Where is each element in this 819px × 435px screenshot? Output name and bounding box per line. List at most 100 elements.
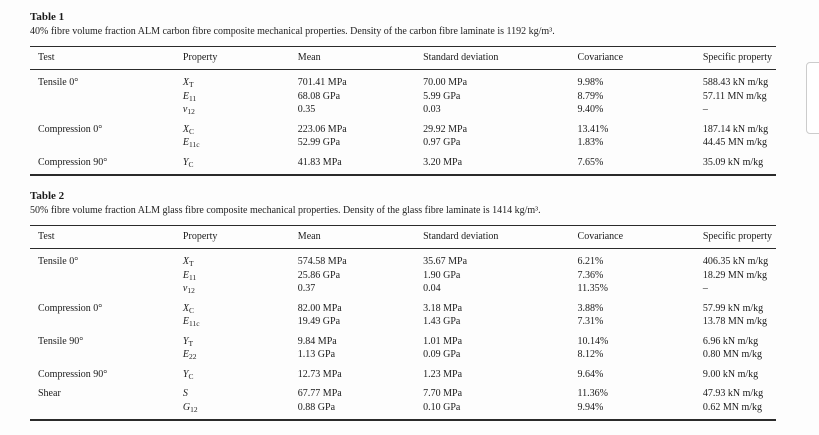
cell-specific-property: 35.09 kN m/kg xyxy=(702,156,764,168)
cell-test xyxy=(30,401,183,421)
cell-mean: 9.84 MPa xyxy=(297,335,337,347)
cell-covariance: 10.14% xyxy=(577,335,609,347)
cell-test: Compression 90° xyxy=(38,156,108,168)
cell-standard-deviation: 35.67 MPa xyxy=(423,256,468,267)
table-row: G12 0.88 GPa 0.10 GPa 9.94% 0.62 MN m/kg xyxy=(30,401,776,421)
table2-label: Table 2 xyxy=(30,190,65,202)
cell-mean: 0.35 xyxy=(297,104,316,115)
cell-standard-deviation: 0.09 GPa xyxy=(423,349,461,360)
cell-standard-deviation: 1.43 GPa xyxy=(423,316,461,327)
adjacent-panel-fragment xyxy=(806,62,819,134)
cell-covariance: 9.98% xyxy=(577,77,604,88)
cell-test: Tensile 0° xyxy=(38,77,79,88)
cell-standard-deviation: 5.99 GPa xyxy=(423,90,461,102)
cell-covariance: 7.36% xyxy=(577,269,604,281)
column-header-mean: Mean xyxy=(297,46,424,70)
table2: Test Property Mean Standard deviation Co… xyxy=(30,225,776,421)
cell-property: E22 xyxy=(182,349,197,361)
cell-covariance: 9.94% xyxy=(577,401,604,413)
cell-specific-property: 6.96 kN m/kg xyxy=(702,335,759,347)
table-row: Compression 0° XC 223.06 MPa 29.92 MPa 13.41… xyxy=(30,117,776,137)
table-header-row: Test Property Mean Standard deviation Co… xyxy=(30,46,776,70)
table-row: Tensile 90° YT 9.84 MPa 1.01 MPa 10.14% 6.96 … xyxy=(30,329,776,349)
table1: Test Property Mean Standard deviation Co… xyxy=(30,46,776,176)
cell-specific-property: 9.00 kN m/kg xyxy=(702,368,759,380)
cell-covariance: 7.31% xyxy=(577,316,604,327)
cell-test: Tensile 0° xyxy=(38,256,79,267)
cell-property: S xyxy=(182,388,188,399)
cell-mean: 67.77 MPa xyxy=(297,388,342,399)
cell-specific-property: 0.80 MN m/kg xyxy=(702,349,763,360)
cell-covariance: 8.12% xyxy=(577,349,604,360)
cell-mean: 68.08 GPa xyxy=(297,90,341,102)
table2-caption: 50% fibre volume fraction ALM glass fibr… xyxy=(30,205,541,216)
cell-test xyxy=(30,348,183,362)
column-header-covariance: Covariance xyxy=(577,225,703,249)
cell-test xyxy=(30,282,183,296)
table1-header: Test Property Mean Standard deviation Co… xyxy=(30,46,776,70)
table-row: ν12 0.37 0.04 11.35% – xyxy=(30,282,776,296)
table2-body: Tensile 0° XT 574.58 MPa 35.67 MPa 6.21% 406.… xyxy=(30,249,776,421)
column-header-standard-deviation: Standard deviation xyxy=(423,225,578,249)
cell-property: E11c xyxy=(182,316,200,328)
cell-specific-property: 0.62 MN m/kg xyxy=(702,401,763,413)
cell-test xyxy=(30,269,183,283)
cell-standard-deviation: 0.10 GPa xyxy=(423,401,461,413)
cell-test xyxy=(30,136,183,150)
table-row: Tensile 0° XT 574.58 MPa 35.67 MPa 6.21% 406.… xyxy=(30,249,776,269)
table-row: Compression 90° YC 12.73 MPa 1.23 MPa 9.64% 9… xyxy=(30,362,776,382)
column-header-specific-property: Specific property xyxy=(702,46,776,70)
cell-covariance: 6.21% xyxy=(577,256,604,267)
cell-property: XT xyxy=(182,77,194,89)
column-header-mean: Mean xyxy=(297,225,424,249)
table2-section: Table 2 50% fibre volume fraction ALM gl… xyxy=(30,190,776,421)
cell-property: YC xyxy=(182,368,194,381)
cell-property: E11 xyxy=(182,269,197,282)
cell-covariance: 11.35% xyxy=(577,283,608,294)
cell-property: XC xyxy=(182,123,195,136)
table1-body: Tensile 0° XT 701.41 MPa 70.00 MPa 9.98% 588.… xyxy=(30,70,776,176)
cell-mean: 0.37 xyxy=(297,283,316,294)
cell-specific-property: – xyxy=(702,104,708,115)
cell-standard-deviation: 0.03 xyxy=(423,104,441,115)
cell-property: ν12 xyxy=(182,283,195,295)
table-row: Tensile 0° XT 701.41 MPa 70.00 MPa 9.98% 588.… xyxy=(30,70,776,90)
table-row: E11 68.08 GPa 5.99 GPa 8.79% 57.11 MN m/kg xyxy=(30,90,776,104)
cell-specific-property: 44.45 MN m/kg xyxy=(702,137,768,148)
table-row: Shear S 67.77 MPa 7.70 MPa 11.36% 47.93 kN m/… xyxy=(30,381,776,401)
cell-test xyxy=(30,90,183,104)
cell-specific-property: 406.35 kN m/kg xyxy=(702,256,769,267)
cell-property: XC xyxy=(182,302,195,315)
cell-mean: 223.06 MPa xyxy=(297,123,347,135)
column-header-covariance: Covariance xyxy=(577,46,703,70)
cell-specific-property: 47.93 kN m/kg xyxy=(702,388,764,399)
table1-caption: 40% fibre volume fraction ALM carbon fib… xyxy=(30,26,555,37)
cell-covariance: 9.64% xyxy=(577,368,604,380)
cell-covariance: 13.41% xyxy=(577,123,609,135)
column-header-property: Property xyxy=(182,225,298,249)
cell-standard-deviation: 3.20 MPa xyxy=(423,156,463,168)
column-header-property: Property xyxy=(182,46,298,70)
cell-standard-deviation: 1.90 GPa xyxy=(423,269,461,281)
cell-test: Compression 0° xyxy=(38,302,103,314)
table-row: E11c 19.49 GPa 1.43 GPa 7.31% 13.78 MN m/kg xyxy=(30,315,776,329)
cell-property: YT xyxy=(182,335,194,348)
cell-property: YC xyxy=(182,156,194,169)
cell-specific-property: 57.11 MN m/kg xyxy=(702,90,767,102)
cell-covariance: 7.65% xyxy=(577,156,604,168)
cell-test: Compression 90° xyxy=(38,368,108,380)
cell-property: XT xyxy=(182,256,194,268)
column-header-test: Test xyxy=(30,46,183,70)
table-row: E11c 52.99 GPa 0.97 GPa 1.83% 44.45 MN m/kg xyxy=(30,136,776,150)
table-row: Compression 0° XC 82.00 MPa 3.18 MPa 3.88% 57… xyxy=(30,296,776,316)
cell-standard-deviation: 0.04 xyxy=(423,283,441,294)
cell-standard-deviation: 29.92 MPa xyxy=(423,123,468,135)
table-row: E22 1.13 GPa 0.09 GPa 8.12% 0.80 MN m/kg xyxy=(30,348,776,362)
table1-section: Table 1 40% fibre volume fraction ALM ca… xyxy=(30,11,776,176)
cell-property: G12 xyxy=(182,401,198,414)
cell-property: E11c xyxy=(182,137,200,149)
table-header-row: Test Property Mean Standard deviation Co… xyxy=(30,225,776,249)
cell-mean: 52.99 GPa xyxy=(297,137,341,148)
cell-test xyxy=(30,315,183,329)
table-row: E11 25.86 GPa 1.90 GPa 7.36% 18.29 MN m/kg xyxy=(30,269,776,283)
